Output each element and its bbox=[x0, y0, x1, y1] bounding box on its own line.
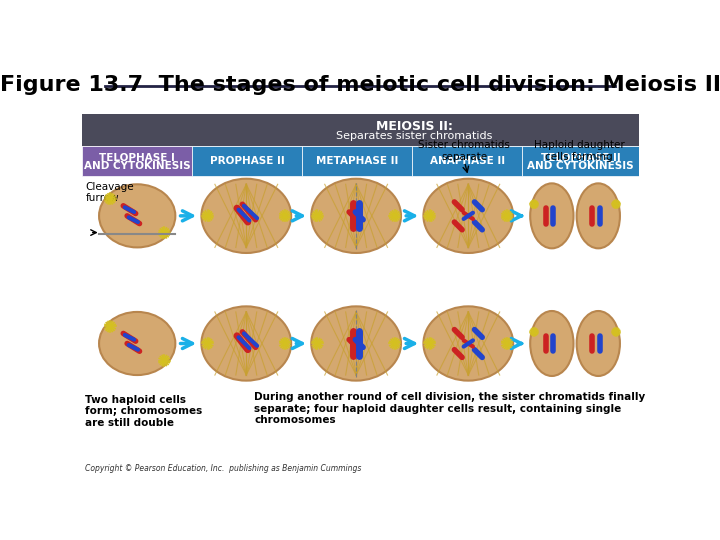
FancyBboxPatch shape bbox=[412, 146, 523, 176]
Text: Copyright © Pearson Education, Inc.  publishing as Benjamin Cummings: Copyright © Pearson Education, Inc. publ… bbox=[86, 464, 361, 472]
Text: METAPHASE II: METAPHASE II bbox=[315, 156, 398, 166]
FancyBboxPatch shape bbox=[192, 146, 302, 176]
Ellipse shape bbox=[530, 184, 574, 248]
Text: During another round of cell division, the sister chromatids finally
separate; f: During another round of cell division, t… bbox=[254, 392, 645, 426]
Text: Haploid daughter
cells forming: Haploid daughter cells forming bbox=[534, 140, 624, 161]
FancyBboxPatch shape bbox=[302, 146, 412, 176]
Ellipse shape bbox=[423, 179, 513, 253]
Text: Cleavage
furrow: Cleavage furrow bbox=[86, 182, 134, 204]
Ellipse shape bbox=[202, 179, 291, 253]
Ellipse shape bbox=[423, 306, 513, 381]
Text: AND CYTOKINESIS: AND CYTOKINESIS bbox=[84, 160, 190, 171]
Ellipse shape bbox=[530, 311, 574, 376]
Text: Two haploid cells
form; chromosomes
are still double: Two haploid cells form; chromosomes are … bbox=[86, 395, 202, 428]
Ellipse shape bbox=[311, 306, 401, 381]
Text: Figure 13.7  The stages of meiotic cell division: Meiosis II: Figure 13.7 The stages of meiotic cell d… bbox=[0, 75, 720, 95]
FancyBboxPatch shape bbox=[523, 146, 639, 176]
Text: MEIOSIS II:: MEIOSIS II: bbox=[376, 120, 453, 133]
Text: AND CYTOKINESIS: AND CYTOKINESIS bbox=[527, 160, 634, 171]
Ellipse shape bbox=[99, 184, 176, 247]
Text: TELOPHASE II: TELOPHASE II bbox=[541, 153, 621, 163]
Ellipse shape bbox=[577, 184, 620, 248]
Ellipse shape bbox=[577, 311, 620, 376]
Text: TELOPHASE I: TELOPHASE I bbox=[99, 153, 175, 163]
Ellipse shape bbox=[99, 312, 176, 375]
Text: ANAPHASE II: ANAPHASE II bbox=[430, 156, 505, 166]
Text: Sister chromatids
separate: Sister chromatids separate bbox=[418, 140, 510, 161]
Ellipse shape bbox=[311, 179, 401, 253]
Text: Separates sister chromatids: Separates sister chromatids bbox=[336, 131, 492, 141]
Ellipse shape bbox=[202, 306, 291, 381]
FancyBboxPatch shape bbox=[81, 146, 192, 176]
Text: PROPHASE II: PROPHASE II bbox=[210, 156, 284, 166]
FancyBboxPatch shape bbox=[81, 114, 639, 146]
